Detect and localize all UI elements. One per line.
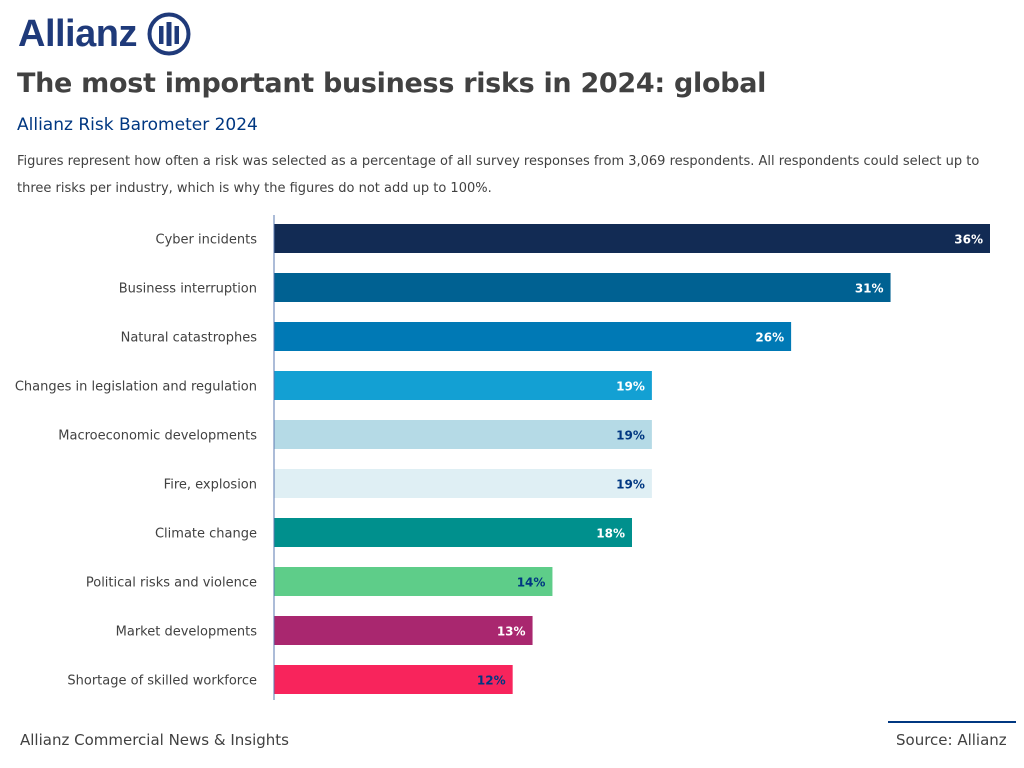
data-label: 12% xyxy=(477,674,506,688)
data-label: 19% xyxy=(616,429,645,443)
bar xyxy=(274,322,792,351)
data-label: 14% xyxy=(517,576,546,590)
footer-publisher: Allianz Commercial News & Insights xyxy=(20,731,289,749)
data-label: 19% xyxy=(616,380,645,394)
page-title: The most important business risks in 202… xyxy=(17,68,767,99)
category-label: Cyber incidents xyxy=(156,233,258,248)
bar-chart: Cyber incidents 36% Business interruption 3… xyxy=(15,215,990,700)
subtitle: Allianz Risk Barometer 2024 xyxy=(17,115,258,135)
category-label: Natural catastrophes xyxy=(121,331,258,346)
data-label: 13% xyxy=(497,625,526,639)
bar xyxy=(274,665,513,694)
data-label: 36% xyxy=(954,233,983,247)
bar xyxy=(274,518,632,547)
allianz-eagle-icon xyxy=(147,12,191,56)
data-label: 19% xyxy=(616,478,645,492)
logo-text: Allianz xyxy=(18,12,137,55)
category-label: Climate change xyxy=(155,527,257,542)
category-label: Business interruption xyxy=(119,282,257,297)
footer-divider xyxy=(888,721,1016,723)
bar xyxy=(274,469,652,498)
category-label: Market developments xyxy=(116,625,258,640)
category-label: Fire, explosion xyxy=(164,478,257,493)
footer-source: Source: Allianz xyxy=(896,731,1007,749)
description: Figures represent how often a risk was s… xyxy=(17,154,980,196)
data-label: 18% xyxy=(596,527,625,541)
bar xyxy=(274,273,891,302)
category-label: Shortage of skilled workforce xyxy=(67,674,257,689)
category-label: Changes in legislation and regulation xyxy=(15,380,257,395)
category-label: Macroeconomic developments xyxy=(58,429,257,444)
category-label: Political risks and violence xyxy=(86,576,257,591)
bar xyxy=(274,616,533,645)
bar xyxy=(274,420,652,449)
data-label: 31% xyxy=(855,282,884,296)
bar xyxy=(274,567,553,596)
bar xyxy=(274,224,990,253)
allianz-logo: Allianz xyxy=(18,12,191,56)
bar xyxy=(274,371,652,400)
data-label: 26% xyxy=(755,331,784,345)
